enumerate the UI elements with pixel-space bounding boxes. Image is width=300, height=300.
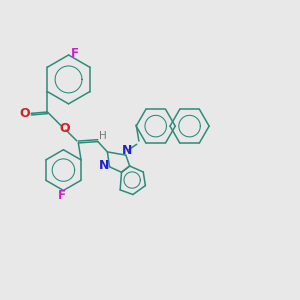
- Text: O: O: [20, 107, 31, 120]
- Text: N: N: [99, 159, 109, 172]
- Text: F: F: [70, 47, 79, 60]
- Text: N: N: [122, 144, 132, 157]
- Text: F: F: [58, 189, 66, 203]
- Text: H: H: [99, 131, 107, 141]
- Text: O: O: [59, 122, 70, 135]
